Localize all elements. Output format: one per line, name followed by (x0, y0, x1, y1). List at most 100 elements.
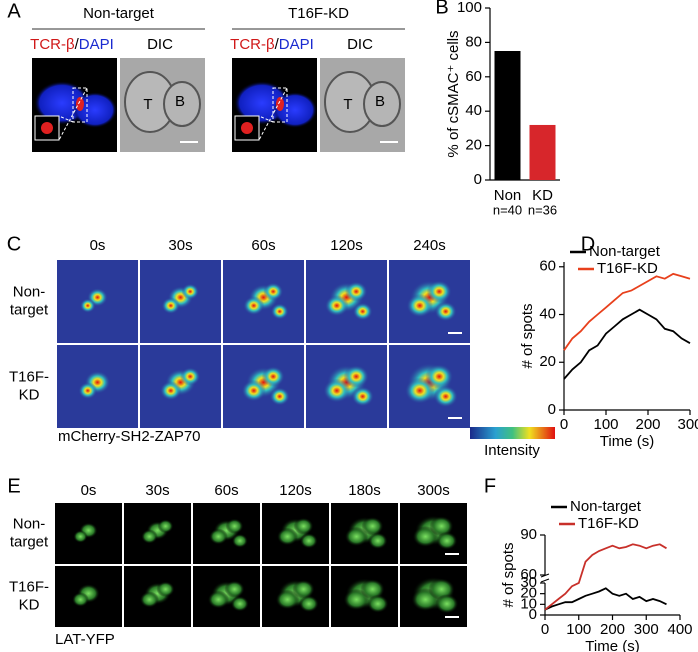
x-tick-label: 300 (677, 416, 698, 433)
signal (261, 366, 285, 387)
time-label: 120s (279, 482, 312, 499)
y-tick-label: 0 (548, 401, 556, 418)
y-tick-label: 10 (520, 595, 537, 612)
signal (351, 386, 374, 407)
signal (241, 379, 266, 402)
signal (343, 365, 369, 388)
zoom-box (72, 87, 88, 123)
x-tick-label: 100 (566, 621, 591, 638)
x-tick-label: 200 (600, 621, 625, 638)
row-label: KD (19, 386, 40, 403)
signal (361, 516, 384, 536)
signal (436, 531, 458, 550)
signal (225, 518, 244, 534)
signal (434, 301, 457, 322)
time-label: 60s (214, 482, 238, 499)
legend-label: Non-target (570, 498, 642, 515)
y-tick-label: 0 (474, 171, 482, 188)
signal (161, 297, 180, 314)
signal (181, 283, 199, 300)
signal (157, 519, 174, 534)
cell-label: B (175, 93, 185, 110)
y-tick-label: 90 (520, 526, 537, 543)
caption: mCherry-SH2-ZAP70 (58, 428, 201, 445)
bar (529, 124, 556, 180)
signal (344, 526, 369, 547)
signal (406, 293, 434, 318)
y-tick-label: 40 (539, 305, 556, 322)
legend-label: T16F-KD (597, 260, 658, 277)
inset-spot (241, 122, 253, 134)
y-tick-label: 60 (465, 68, 482, 85)
signal (231, 533, 248, 548)
x-axis-label: Time (s) (600, 433, 654, 450)
series-line (544, 587, 667, 611)
signal (426, 280, 452, 303)
signal (243, 296, 265, 316)
signal (404, 377, 435, 404)
stain-part: TCR-β (30, 36, 75, 53)
y-tick-label: 20 (539, 353, 556, 370)
series-line (563, 272, 691, 351)
row-label: Non- (13, 283, 46, 300)
nucleus (273, 92, 317, 128)
signal (224, 580, 245, 598)
signal (435, 594, 459, 614)
series-line (563, 308, 691, 380)
cell-B (163, 81, 201, 127)
series-line (544, 543, 667, 611)
signal (425, 364, 454, 389)
signal (429, 516, 454, 537)
signal (323, 378, 351, 403)
x-sublabel: n=40 (493, 202, 522, 217)
colorbar (470, 427, 555, 439)
signal (270, 303, 289, 320)
y-tick-label: 80 (465, 33, 482, 50)
cell-label: T (143, 96, 152, 113)
signal (263, 282, 284, 301)
row-label: T16F- (9, 368, 49, 385)
panel-label: B (435, 0, 448, 18)
stain-label: TCR-β/DAPI (30, 36, 114, 53)
time-label: 120s (330, 237, 363, 254)
signal (78, 382, 98, 400)
row-label: target (10, 533, 49, 550)
signal (73, 530, 88, 543)
cell-B (363, 81, 401, 127)
y-tick-label: 40 (465, 102, 482, 119)
y-tick-label: 60 (539, 258, 556, 275)
panel-label: D (581, 233, 595, 255)
signal (139, 591, 160, 608)
caption: LAT-YFP (55, 631, 115, 648)
signal (352, 302, 373, 321)
x-tick-label: 100 (593, 416, 618, 433)
x-tick-label: 200 (635, 416, 660, 433)
dic-label: DIC (347, 36, 373, 53)
signal (324, 295, 349, 317)
group-header: Non-target (83, 5, 155, 22)
signal (209, 528, 228, 545)
stain-part: TCR-β (230, 36, 275, 53)
x-tick-label: 0 (541, 621, 549, 638)
signal (299, 533, 318, 549)
signal (269, 387, 290, 406)
row-label: target (10, 301, 49, 318)
stain-label: TCR-β/DAPI (230, 36, 314, 53)
x-tick-label: 0 (560, 416, 568, 433)
y-tick-label: 60 (520, 566, 537, 583)
cell-label: B (375, 93, 385, 110)
signal (80, 298, 96, 313)
dic-label: DIC (147, 36, 173, 53)
y-axis-label: % of cSMAC⁺ cells (445, 30, 462, 157)
y-tick-label: 20 (465, 137, 482, 154)
panel-label: A (7, 0, 21, 22)
time-label: 0s (90, 237, 106, 254)
stain-part: / (275, 36, 280, 53)
signal (72, 592, 89, 607)
y-tick-label: 100 (457, 0, 482, 16)
panel-label: C (7, 233, 21, 255)
time-label: 60s (251, 237, 275, 254)
signal (292, 579, 315, 599)
row-label: Non- (13, 515, 46, 532)
legend-label: T16F-KD (578, 515, 639, 532)
